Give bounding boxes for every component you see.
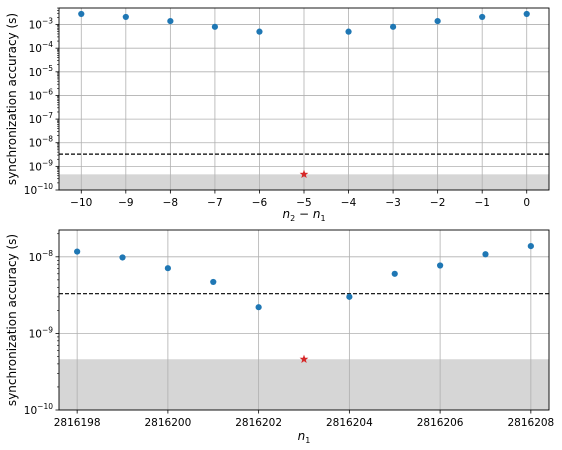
x-ticks: 2816198 2816200 2816202 2816204 2816206 28162…: [54, 410, 554, 429]
data-point-star: [299, 169, 309, 179]
data-point: [437, 262, 444, 269]
data-point: [479, 13, 486, 21]
x-axis-label: n2 − n1: [282, 207, 325, 223]
x-tick-label: −9: [118, 197, 133, 209]
x-tick-label: −6: [252, 197, 268, 209]
x-axis-label: n1: [298, 429, 311, 445]
data-point: [255, 304, 262, 311]
y-tick-label: 10−9: [29, 158, 54, 173]
x-tick-label: −2: [430, 197, 445, 209]
y-tick-label: 10−8: [29, 249, 54, 264]
data-point: [167, 17, 174, 25]
data-point: [523, 10, 530, 18]
x-tick-label: −4: [341, 197, 357, 209]
x-tick-label: −3: [385, 197, 400, 209]
data-point: [434, 17, 441, 25]
x-tick-label: 2816200: [145, 417, 192, 429]
y-ticks: 10−10 10−9 10−8: [24, 233, 59, 417]
x-tick-label: 2816206: [417, 417, 464, 429]
y-tick-label: 10−4: [29, 40, 54, 55]
y-ticks: 10−10 10−9 10−8 10−7 10−6 10−5 10−4 10−3: [24, 7, 59, 197]
x-ticks: −10 −9 −8 −7 −6 −5 −4 −3 −2 −1 0: [70, 190, 530, 209]
x-tick-label: 0: [523, 197, 530, 209]
x-tick-label: −7: [207, 197, 222, 209]
y-tick-label: 10−6: [29, 87, 54, 102]
x-tick-label: 2816208: [507, 417, 554, 429]
x-tick-label: 2816198: [54, 417, 101, 429]
data-point: [256, 28, 263, 35]
x-tick-label: 2816202: [235, 417, 282, 429]
x-tick-label: −5: [296, 197, 311, 209]
top-panel: −10 −9 −8 −7 −6 −5 −4 −3 −2 −1 0 10−1010−910−810−7…: [5, 7, 550, 223]
y-tick-label: 10−7: [29, 111, 54, 126]
data-point: [122, 13, 129, 21]
y-tick-label: 10−3: [29, 17, 54, 32]
axes-frame: [58, 229, 550, 411]
data-marks: [74, 242, 534, 363]
y-tick-label: 10−8: [29, 135, 54, 150]
data-marks: [78, 10, 530, 179]
y-tick-label: 10−9: [29, 325, 54, 340]
data-point: [74, 248, 81, 255]
data-point: [482, 251, 489, 258]
data-point: [346, 293, 353, 300]
y-tick-label: 10−10: [24, 402, 53, 417]
x-tick-label: −8: [163, 197, 178, 209]
y-axis-label: synchronization accuracy (s): [5, 13, 19, 185]
y-tick-label: 10−10: [24, 182, 53, 197]
data-point: [164, 265, 171, 272]
data-point: [527, 242, 534, 250]
data-point: [389, 23, 397, 30]
data-point: [391, 270, 398, 277]
data-point: [211, 23, 219, 30]
data-point: [345, 28, 352, 35]
data-point: [119, 254, 126, 261]
data-point: [210, 278, 217, 286]
shaded-band: [59, 359, 549, 410]
y-axis-label: synchronization accuracy (s): [5, 234, 19, 406]
data-point: [78, 10, 85, 18]
bottom-panel: 2816198 2816200 2816202 2816204 2816206 28162…: [5, 229, 554, 445]
x-tick-label: −10: [70, 197, 92, 209]
x-tick-label: −1: [474, 197, 489, 209]
y-tick-label: 10−5: [29, 64, 54, 79]
x-tick-label: 2816204: [326, 417, 373, 429]
data-point-star: [299, 354, 309, 363]
